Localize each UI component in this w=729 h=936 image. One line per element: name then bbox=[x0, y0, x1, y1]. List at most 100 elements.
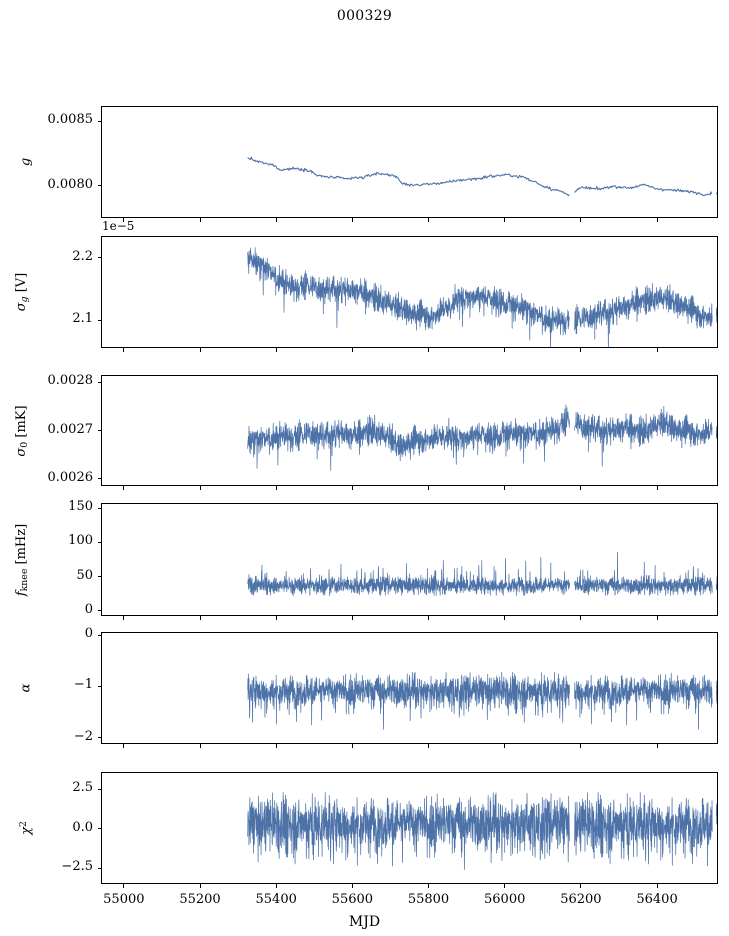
x-tick-mark bbox=[504, 616, 506, 620]
x-tick-mark bbox=[580, 218, 582, 222]
x-tick-mark bbox=[656, 348, 658, 352]
y-axis-label-sigma-g-volts: σg [V] bbox=[13, 272, 31, 312]
y-tick-label-chi-squared: −2.5 bbox=[61, 859, 93, 875]
y-axis-label-gain: g bbox=[18, 157, 34, 167]
y-axis-label-f-knee: fknee [mHz] bbox=[13, 523, 31, 596]
y-tick-mark bbox=[97, 319, 102, 321]
y-axis-label-chi-squared: χ2 bbox=[17, 821, 35, 835]
x-tick-mark bbox=[275, 744, 277, 748]
y-tick-mark bbox=[97, 788, 102, 790]
y-tick-mark bbox=[97, 541, 102, 543]
x-tick-mark bbox=[123, 744, 125, 748]
x-tick-mark bbox=[123, 616, 125, 620]
y-tick-label-sigma-0-mK: 0.0027 bbox=[47, 421, 94, 437]
x-tick-mark bbox=[580, 884, 582, 888]
y-tick-label-sigma-g-volts: 2.2 bbox=[72, 248, 93, 264]
x-tick-mark bbox=[504, 218, 506, 222]
x-tick-mark bbox=[123, 486, 125, 490]
x-tick-mark bbox=[351, 616, 353, 620]
y-tick-label-f-knee: 100 bbox=[68, 533, 93, 549]
x-tick-mark bbox=[428, 744, 430, 748]
x-tick-mark bbox=[351, 486, 353, 490]
x-tick-mark bbox=[504, 486, 506, 490]
y-tick-mark bbox=[97, 828, 102, 830]
x-tick-mark bbox=[656, 486, 658, 490]
data-line-alpha bbox=[247, 671, 718, 730]
y-axis-offset-text-sigma-g-volts: 1e−5 bbox=[102, 219, 135, 233]
y-tick-label-f-knee: 0 bbox=[84, 601, 93, 617]
y-tick-mark bbox=[97, 478, 102, 480]
x-tick-mark bbox=[199, 616, 201, 620]
panel-frame bbox=[101, 106, 718, 218]
y-tick-label-sigma-0-mK: 0.0028 bbox=[47, 373, 94, 389]
x-tick-mark bbox=[656, 218, 658, 222]
x-tick-mark bbox=[428, 884, 430, 888]
data-line-sigma_0 bbox=[247, 404, 718, 471]
panel-frame bbox=[101, 375, 718, 486]
y-tick-label-f-knee: 50 bbox=[76, 567, 93, 583]
x-tick-mark bbox=[123, 884, 125, 888]
panel-frame bbox=[101, 632, 718, 744]
x-tick-mark bbox=[351, 218, 353, 222]
x-tick-mark bbox=[428, 218, 430, 222]
plot-area-sigma-0-mK bbox=[101, 375, 718, 486]
x-tick-mark bbox=[656, 744, 658, 748]
x-tick-mark bbox=[123, 218, 125, 222]
panel-sigma-g-volts bbox=[101, 236, 718, 348]
x-tick-mark bbox=[275, 616, 277, 620]
x-tick-mark bbox=[351, 744, 353, 748]
y-tick-mark bbox=[97, 185, 102, 187]
y-tick-mark bbox=[97, 257, 102, 259]
x-tick-mark bbox=[275, 486, 277, 490]
y-tick-mark bbox=[97, 634, 102, 636]
panel-sigma-0-mK bbox=[101, 375, 718, 486]
y-tick-mark bbox=[97, 381, 102, 383]
x-tick-label: 55600 bbox=[331, 892, 374, 907]
x-tick-mark bbox=[428, 486, 430, 490]
x-tick-label: 55400 bbox=[255, 892, 297, 907]
y-tick-mark bbox=[97, 120, 102, 122]
y-tick-label-chi-squared: 0.0 bbox=[72, 819, 93, 835]
x-tick-label: 55200 bbox=[179, 892, 221, 907]
y-tick-mark bbox=[97, 685, 102, 687]
data-line-sigma_g bbox=[247, 247, 718, 348]
y-tick-mark bbox=[97, 507, 102, 509]
plot-area-f-knee bbox=[101, 503, 718, 616]
x-tick-mark bbox=[199, 348, 201, 352]
plot-area-chi-squared bbox=[101, 772, 718, 884]
y-axis-label-alpha: α bbox=[18, 683, 34, 693]
x-tick-mark bbox=[428, 616, 430, 620]
x-tick-mark bbox=[199, 486, 201, 490]
plot-area-gain bbox=[101, 106, 718, 218]
y-tick-label-alpha: −1 bbox=[73, 677, 93, 693]
figure-title: 000329 bbox=[336, 8, 393, 24]
y-tick-label-f-knee: 150 bbox=[68, 499, 93, 515]
x-tick-mark bbox=[504, 884, 506, 888]
x-tick-mark bbox=[351, 348, 353, 352]
y-tick-label-gain: 0.0080 bbox=[47, 176, 94, 192]
data-line-f_knee bbox=[247, 551, 718, 596]
y-tick-mark bbox=[97, 576, 102, 578]
x-tick-mark bbox=[428, 348, 430, 352]
x-tick-mark bbox=[580, 744, 582, 748]
y-tick-label-alpha: −2 bbox=[73, 728, 93, 744]
x-tick-mark bbox=[351, 884, 353, 888]
x-tick-mark bbox=[580, 486, 582, 490]
x-tick-mark bbox=[656, 884, 658, 888]
x-tick-mark bbox=[580, 348, 582, 352]
data-line-g bbox=[247, 156, 718, 197]
y-tick-label-alpha: 0 bbox=[84, 626, 93, 642]
panel-f-knee bbox=[101, 503, 718, 616]
plot-area-alpha bbox=[101, 632, 718, 744]
plot-area-sigma-g-volts bbox=[101, 236, 718, 348]
x-tick-mark bbox=[199, 744, 201, 748]
x-tick-mark bbox=[656, 616, 658, 620]
x-tick-label: 55800 bbox=[407, 892, 450, 907]
panel-frame bbox=[101, 236, 718, 348]
x-tick-mark bbox=[580, 616, 582, 620]
y-tick-label-sigma-g-volts: 2.1 bbox=[72, 311, 93, 326]
x-tick-mark bbox=[504, 348, 506, 352]
x-tick-mark bbox=[504, 744, 506, 748]
panel-alpha bbox=[101, 632, 718, 744]
x-tick-label: 56000 bbox=[484, 892, 526, 907]
